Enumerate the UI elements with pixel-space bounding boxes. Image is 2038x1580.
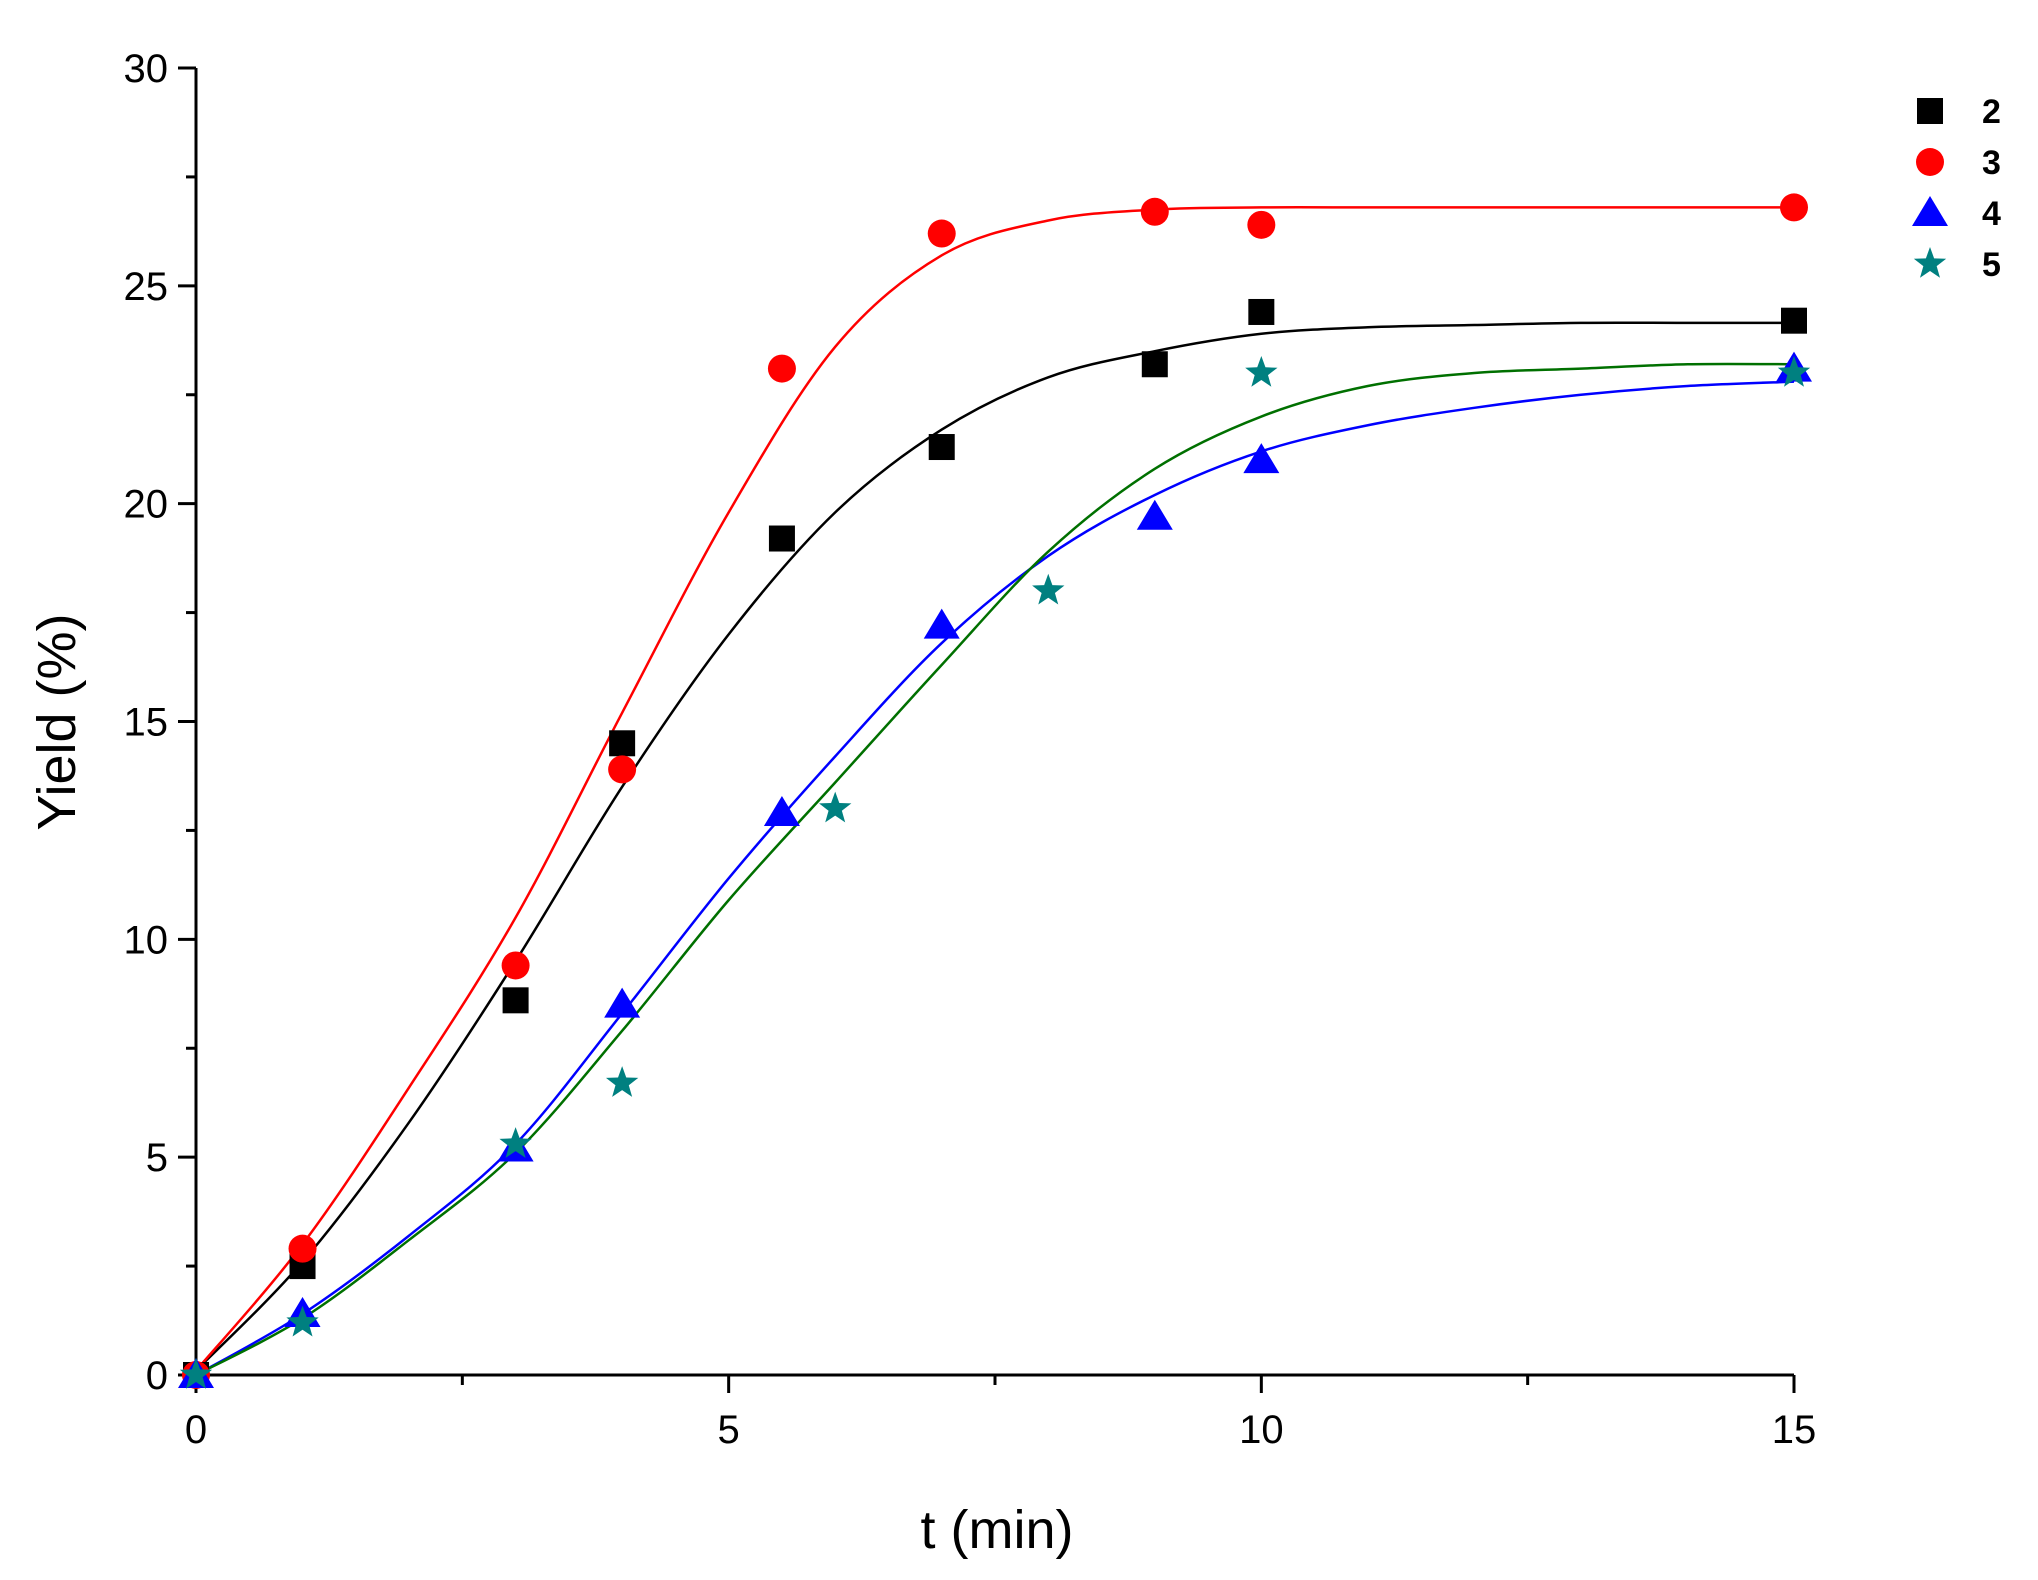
x-tick-label: 0 bbox=[185, 1408, 207, 1452]
x-tick-label: 15 bbox=[1772, 1408, 1817, 1452]
data-point-series-5 bbox=[605, 1066, 639, 1097]
legend-marker-series-3 bbox=[1916, 148, 1944, 176]
data-point-series-2 bbox=[502, 987, 529, 1014]
data-point-series-3 bbox=[501, 951, 530, 980]
data-point-series-3 bbox=[608, 755, 637, 784]
fit-curve-series-5 bbox=[195, 362, 1795, 1377]
tick-labels: 0 5 10 15 0 5 10 15 20 25 30 bbox=[124, 47, 1817, 1452]
y-axis-title: Yield (%) bbox=[27, 613, 87, 830]
data-point-series-3 bbox=[1140, 197, 1169, 226]
legend: 2 3 4 5 bbox=[1912, 93, 2001, 284]
y-tick-label: 10 bbox=[124, 918, 169, 962]
y-tick-label: 15 bbox=[124, 701, 169, 745]
y-tick-label: 20 bbox=[124, 483, 169, 527]
data-point-series-4 bbox=[1243, 443, 1280, 474]
data-point-series-5 bbox=[179, 1358, 213, 1389]
legend-marker-series-5 bbox=[1913, 247, 1947, 278]
data-point-series-2 bbox=[609, 730, 636, 757]
data-point-series-2 bbox=[1248, 298, 1275, 325]
legend-label-series-2: 2 bbox=[1982, 93, 2001, 131]
data-point-series-5 bbox=[1245, 355, 1278, 387]
data-point-series-4 bbox=[1136, 499, 1173, 530]
data-point-series-2 bbox=[1141, 351, 1168, 378]
data-point-series-4 bbox=[923, 608, 960, 639]
x-tick-label: 5 bbox=[718, 1408, 740, 1452]
data-point-series-3 bbox=[1247, 210, 1276, 239]
data-point-series-5 bbox=[819, 791, 852, 823]
data-point-series-5 bbox=[1777, 355, 1811, 387]
legend-label-series-4: 4 bbox=[1982, 195, 2001, 233]
y-tick-label: 0 bbox=[146, 1354, 168, 1398]
y-tick-label: 5 bbox=[146, 1136, 168, 1180]
legend-marker-series-4 bbox=[1912, 196, 1948, 226]
axes bbox=[194, 68, 1794, 1377]
fit-curve-series-4 bbox=[195, 380, 1795, 1377]
fit-curve-series-3 bbox=[195, 206, 1794, 1372]
x-tick-label: 10 bbox=[1239, 1408, 1284, 1452]
data-point-series-3 bbox=[1780, 193, 1808, 222]
data-points bbox=[178, 193, 1812, 1389]
data-point-series-4 bbox=[763, 795, 800, 826]
x-axis-title: t (min) bbox=[921, 1500, 1074, 1560]
y-tick-label: 30 bbox=[124, 47, 169, 91]
data-point-series-3 bbox=[927, 219, 956, 248]
legend-marker-series-2 bbox=[1917, 98, 1943, 124]
data-point-series-2 bbox=[1781, 307, 1807, 334]
fit-curves bbox=[195, 206, 1795, 1377]
data-point-series-3 bbox=[767, 354, 796, 383]
fit-curve-series-2 bbox=[195, 321, 1794, 1372]
data-point-series-5 bbox=[499, 1127, 532, 1158]
legend-label-series-5: 5 bbox=[1982, 246, 2001, 284]
data-point-series-5 bbox=[1032, 573, 1065, 605]
legend-label-series-3: 3 bbox=[1982, 144, 2001, 182]
data-point-series-5 bbox=[286, 1305, 319, 1337]
data-point-series-4 bbox=[604, 987, 641, 1018]
data-point-series-2 bbox=[768, 525, 795, 552]
data-point-series-3 bbox=[288, 1234, 317, 1263]
y-tick-label: 25 bbox=[124, 265, 169, 309]
ticks bbox=[178, 66, 1796, 1393]
data-point-series-2 bbox=[928, 434, 955, 461]
